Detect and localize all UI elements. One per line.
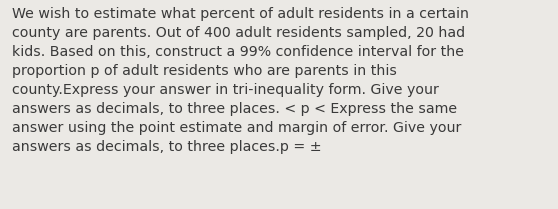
Text: We wish to estimate what percent of adult residents in a certain
county are pare: We wish to estimate what percent of adul… (12, 7, 469, 154)
